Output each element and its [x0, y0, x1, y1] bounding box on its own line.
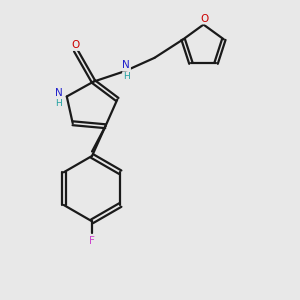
Text: O: O — [201, 14, 209, 24]
Text: F: F — [89, 236, 95, 246]
Text: N: N — [122, 60, 130, 70]
Text: H: H — [123, 72, 130, 81]
Text: O: O — [72, 40, 80, 50]
Text: N: N — [55, 88, 62, 98]
Text: H: H — [55, 98, 62, 107]
